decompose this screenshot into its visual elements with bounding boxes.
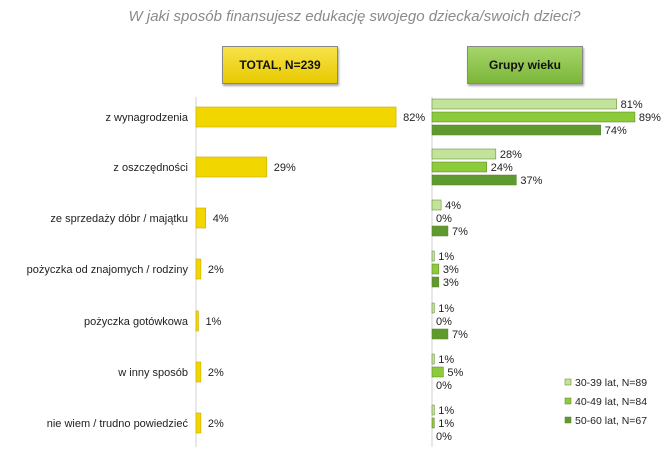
age-bar-1 [431,250,435,262]
age-value-label: 1% [438,251,454,263]
age-bar-2 [431,111,636,123]
age-value-label: 1% [438,405,454,417]
total-value-label: 29% [274,162,296,174]
total-value-label: 2% [208,418,224,430]
total-bar [195,361,202,383]
age-value-label: 24% [491,162,513,174]
legend-swatch-2 [564,397,572,405]
total-header: TOTAL, N=239 [222,46,338,84]
age-value-label: 3% [443,277,459,289]
age-value-label: 7% [452,226,468,238]
age-value-label: 4% [445,200,461,212]
age-value-label: 28% [500,149,522,161]
total-value-label: 2% [208,367,224,379]
legend-label: 30-39 lat, N=89 [575,377,647,389]
age-value-label: 81% [621,99,643,111]
age-bar-1 [431,404,435,416]
age-bar-3 [431,328,449,340]
total-bar [195,156,268,178]
age-value-label: 1% [438,354,454,366]
legend-label: 40-49 lat, N=84 [575,396,647,408]
category-label: ze sprzedaży dóbr / majątku [50,213,188,225]
age-value-label: 74% [605,125,627,137]
age-value-label: 0% [436,316,452,328]
age-bar-3 [431,124,601,136]
age-groups-header: Grupy wieku [467,46,583,84]
age-bar-1 [431,148,497,160]
category-label: z oszczędności [113,162,188,174]
age-value-label: 1% [438,303,454,315]
age-bar-3 [431,276,440,288]
age-bar-2 [431,417,435,429]
age-bar-1 [431,353,435,365]
category-label: pożyczka od znajomych / rodziny [27,264,189,276]
age-value-label: 89% [639,112,661,124]
age-value-label: 1% [438,418,454,430]
category-label: pożyczka gotówkowa [84,316,189,328]
chart-title: W jaki sposób finansujesz edukację swoje… [128,8,581,25]
age-bar-2 [431,263,440,275]
age-value-label: 3% [443,264,459,276]
legend-swatch-1 [564,378,572,386]
total-value-label: 2% [208,264,224,276]
total-bar [195,106,397,128]
category-label: z wynagrodzenia [105,112,188,124]
age-bar-2 [431,161,487,173]
age-value-label: 0% [436,380,452,392]
legend-swatch-3 [564,416,572,424]
category-label: nie wiem / trudno powiedzieć [47,418,189,430]
total-bar [195,310,199,332]
age-bar-3 [431,174,517,186]
total-bar [195,258,202,280]
age-bar-1 [431,98,617,110]
category-label: w inny sposób [117,367,188,379]
age-value-label: 5% [447,367,463,379]
age-bar-1 [431,199,442,211]
total-bar [195,412,202,434]
total-value-label: 1% [205,316,221,328]
age-bar-1 [431,302,435,314]
age-value-label: 7% [452,329,468,341]
total-value-label: 82% [403,112,425,124]
age-value-label: 0% [436,431,452,443]
age-value-label: 37% [520,175,542,187]
total-value-label: 4% [213,213,229,225]
total-bar [195,207,207,229]
age-bar-2 [431,366,444,378]
age-bar-3 [431,225,449,237]
legend-label: 50-60 lat, N=67 [575,415,647,427]
age-value-label: 0% [436,213,452,225]
